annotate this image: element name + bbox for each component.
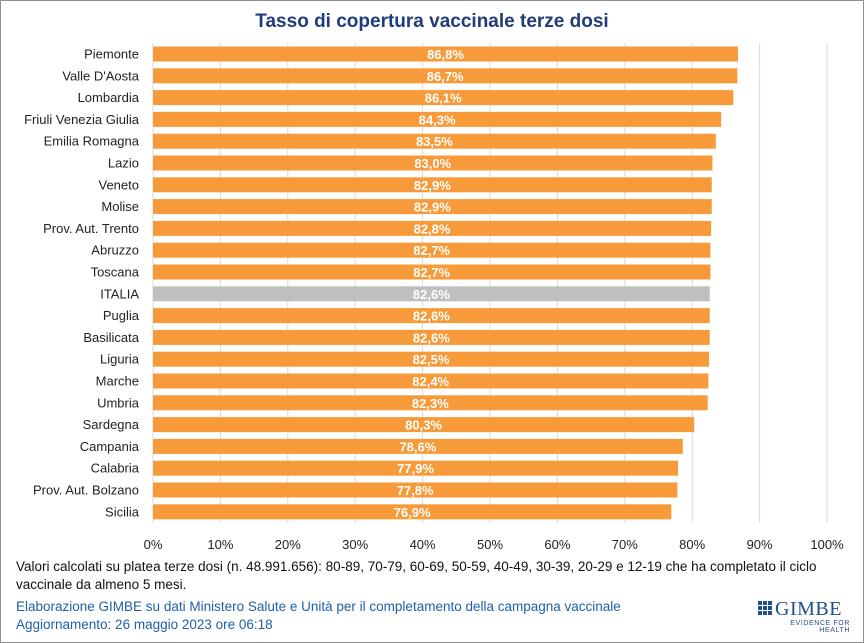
data-label: 82,6% [413,330,450,345]
bar [153,199,712,215]
data-label: 82,7% [413,243,450,258]
data-label: 86,1% [425,91,462,106]
data-label: 82,4% [412,374,449,389]
x-tick-label: 100% [810,537,844,552]
bar [153,438,683,454]
data-label: 82,5% [413,352,450,367]
data-label: 82,8% [414,221,451,236]
data-label: 78,6% [399,439,436,454]
bar [153,242,711,258]
category-label: ITALIA [100,286,139,301]
bar [153,68,738,84]
category-label: Liguria [100,352,140,367]
bar [153,220,712,236]
data-label: 83,0% [414,156,451,171]
bar [153,351,710,367]
category-label: Sardegna [83,417,140,432]
bar [153,417,695,433]
bar [153,482,678,498]
x-tick-label: 50% [477,537,503,552]
logo-tagline: EVIDENCE FOR HEALTH [790,620,850,634]
bar [153,329,710,345]
category-label: Molise [101,199,139,214]
data-label: 82,9% [414,178,451,193]
bar [153,90,734,106]
x-tick-label: 10% [207,537,233,552]
x-tick-label: 60% [544,537,570,552]
data-label: 84,3% [419,112,456,127]
category-label: Abruzzo [91,243,139,258]
category-label: Prov. Aut. Bolzano [33,483,139,498]
category-label: Calabria [91,461,140,476]
data-label: 82,6% [413,287,450,302]
category-label: Lazio [108,156,139,171]
bar [153,177,712,193]
bar [153,395,708,411]
category-label: Friuli Venezia Giulia [24,112,140,127]
data-label: 82,7% [413,265,450,280]
bar [153,133,716,149]
data-label: 77,8% [397,483,434,498]
data-label: 80,3% [405,418,442,433]
category-label: Basilicata [83,330,139,345]
logo-name: GIMBE [775,598,842,620]
bar [153,460,679,476]
category-label: Piemonte [84,47,139,62]
category-label: Lombardia [78,90,140,105]
category-label: Marche [96,374,139,389]
bar [153,286,710,302]
logo-grid-icon [758,601,772,615]
x-tick-label: 80% [679,537,705,552]
x-tick-label: 30% [342,537,368,552]
data-label: 76,9% [394,505,431,520]
bar [153,155,713,171]
source-credit: Elaborazione GIMBE su dati Ministero Sal… [16,599,621,614]
footnote: Valori calcolati su platea terze dosi (n… [16,559,817,592]
category-label: Toscana [91,265,140,280]
category-label: Prov. Aut. Trento [43,221,139,236]
x-tick-label: 90% [747,537,773,552]
bar-chart: 0% 10% 20% 30% 40% 50% 60% 70% 80% 90% 100% Piemont… [24,43,844,552]
x-tick-label: 40% [410,537,436,552]
data-label: 86,8% [427,47,464,62]
category-label: Veneto [99,177,140,192]
bar [153,111,722,127]
x-tick-label: 20% [275,537,301,552]
bar [153,373,709,389]
x-tick-label: 70% [612,537,638,552]
gimbe-logo: GIMBE EVIDENCE FOR HEALTH [758,598,850,634]
data-label: 83,5% [416,134,453,149]
bar [153,46,739,62]
bar [153,264,711,280]
chart-title: Tasso di copertura vaccinale terze dosi [255,11,609,32]
x-tick-label: 0% [144,537,163,552]
data-label: 82,6% [413,309,450,324]
category-label: Emilia Romagna [44,134,140,149]
data-label: 82,9% [414,200,451,215]
bar [153,504,672,520]
category-label: Umbria [97,395,140,410]
category-label: Sicilia [105,504,140,519]
data-label: 82,3% [412,396,449,411]
bar [153,308,710,324]
category-label: Campania [80,439,140,454]
data-label: 86,7% [427,69,464,84]
update-timestamp: Aggiornamento: 26 maggio 2023 ore 06:18 [16,617,273,632]
category-label: Valle D'Aosta [62,68,139,83]
category-label: Puglia [103,308,140,323]
data-label: 77,9% [397,461,434,476]
